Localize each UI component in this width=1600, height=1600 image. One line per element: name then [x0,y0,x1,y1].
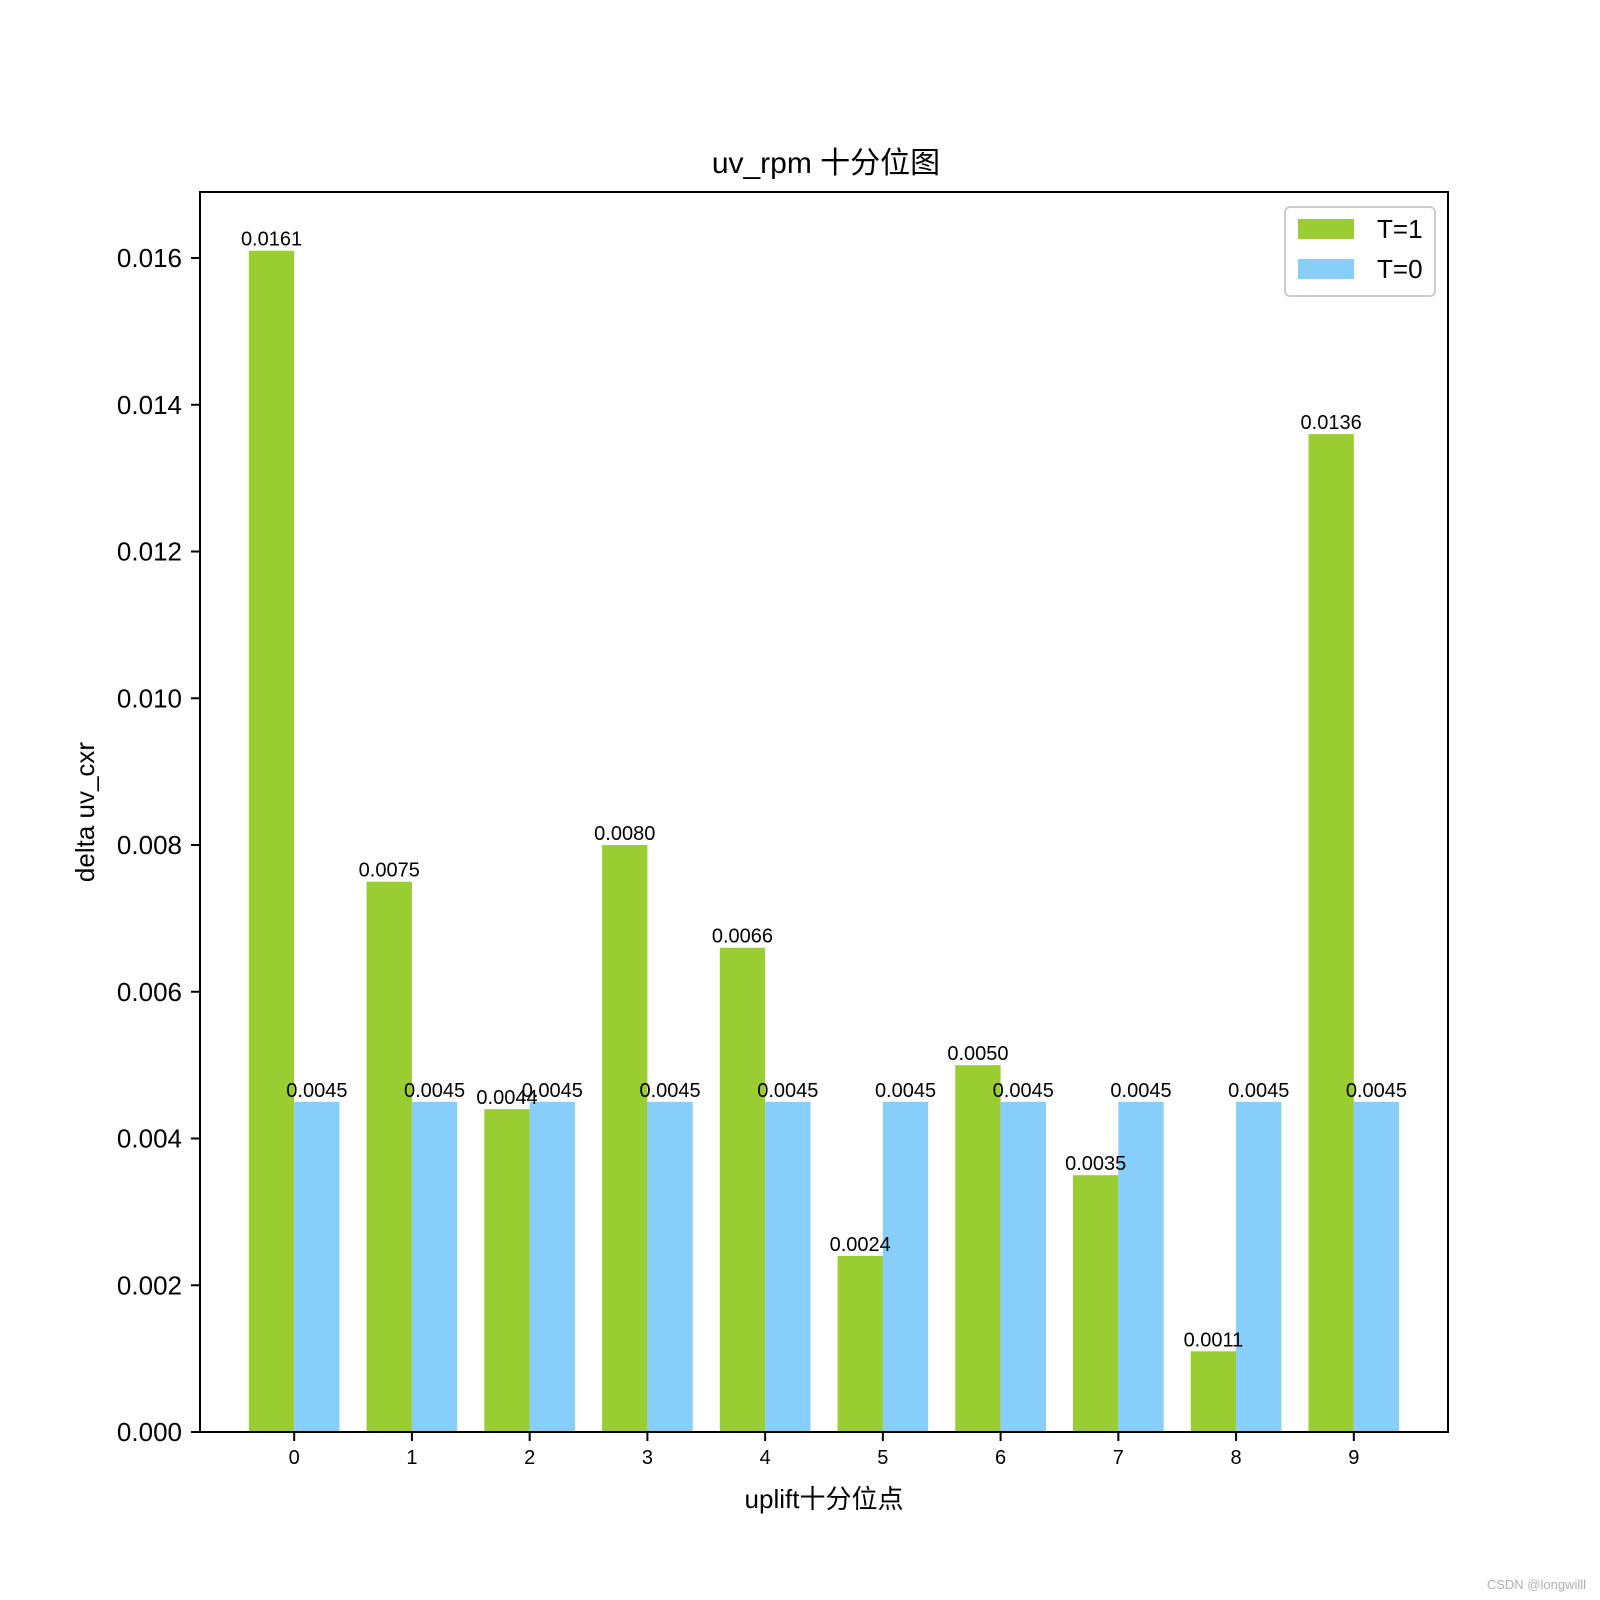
bar-label-t1-8: 0.0011 [1184,1329,1244,1351]
bar-label-t0-6: 0.0045 [993,1080,1054,1102]
y-axis: 0.000 0.002 0.004 0.006 0.008 0.010 0.012 0.014… [117,243,200,1447]
bar-label-t0-1: 0.0045 [404,1080,465,1102]
legend-label-t1: T=1 [1377,214,1423,244]
x-axis: 0 1 2 3 4 5 6 7 8 9 [289,1432,1359,1469]
x-tick-label: 2 [524,1447,535,1469]
bar-t0-7 [1118,1101,1164,1432]
bar-t0-2 [529,1101,575,1432]
x-tick-label: 9 [1348,1447,1359,1469]
bar-label-t1-3: 0.0080 [594,823,655,845]
x-tick-label: 8 [1231,1447,1242,1469]
bar-t1-0 [248,250,295,1432]
y-tick-label: 0.014 [117,390,182,420]
y-tick-label: 0.010 [117,683,182,713]
bar-t1-3 [602,845,648,1432]
x-tick-label: 3 [642,1447,653,1469]
bar-labels-layer: 0.0161 0.0075 0.0044 0.0080 0.0066 0.0024 0.00… [241,229,1407,1352]
x-tick-label: 7 [1113,1447,1124,1469]
bar-t0-1 [411,1101,458,1432]
bar-t0-9 [1353,1101,1400,1432]
bar-label-t0-0: 0.0045 [286,1080,347,1102]
legend-swatch-t1 [1298,219,1354,239]
legend-label-t0: T=0 [1377,254,1423,284]
bar-label-t1-4: 0.0066 [712,926,773,948]
bar-t1-5 [837,1255,883,1432]
bar-t0-3 [647,1101,693,1432]
plot-frame [199,191,1449,1433]
bar-t0-4 [765,1101,811,1432]
bar-label-t0-8: 0.0045 [1228,1080,1289,1102]
x-axis-label: uplift十分位点 [745,1484,904,1514]
bar-t1-1 [366,881,412,1432]
y-tick-label: 0.008 [117,830,182,860]
bar-label-t0-2: 0.0045 [522,1080,583,1102]
bars-layer [248,250,1400,1432]
y-tick-label: 0.006 [117,977,182,1007]
bar-label-t1-7: 0.0035 [1065,1153,1126,1175]
bar-label-t0-7: 0.0045 [1110,1080,1171,1102]
bar-label-t1-1: 0.0075 [359,860,420,882]
y-tick-label: 0.002 [117,1270,182,1300]
chart-title: uv_rpm 十分位图 [712,147,940,180]
bar-label-t1-0: 0.0161 [241,229,302,251]
x-tick-label: 5 [877,1447,888,1469]
bar-label-t1-5: 0.0024 [830,1234,891,1256]
bar-t1-6 [955,1065,1001,1432]
bar-t0-0 [294,1101,340,1432]
bar-label-t0-9: 0.0045 [1346,1080,1407,1102]
bar-label-t0-5: 0.0045 [875,1080,936,1102]
bar-t0-5 [882,1101,929,1432]
bar-t1-4 [719,947,766,1432]
watermark: CSDN @longwilll [1486,1577,1586,1592]
bar-label-t1-9: 0.0136 [1301,412,1362,434]
legend-swatch-t0 [1298,259,1354,279]
legend: T=1 T=0 [1284,206,1436,297]
y-tick-label: 0.016 [117,243,182,273]
y-tick-label: 0.004 [117,1124,182,1154]
x-tick-label: 0 [289,1447,300,1469]
bar-t1-7 [1073,1175,1119,1432]
bar-t1-2 [484,1109,530,1432]
y-tick-label: 0.000 [117,1417,182,1447]
bar-label-t0-3: 0.0045 [639,1080,700,1102]
bar-label-t1-2: 0.0044 [476,1087,537,1109]
bar-label-t1-6: 0.0050 [947,1043,1008,1065]
bar-label-t0-4: 0.0045 [757,1080,818,1102]
x-tick-label: 4 [760,1447,771,1469]
x-tick-label: 6 [995,1447,1006,1469]
x-tick-label: 1 [406,1447,417,1469]
bar-t0-6 [1000,1101,1046,1432]
bar-t0-8 [1236,1101,1282,1432]
y-tick-label: 0.012 [117,537,182,567]
bar-t1-8 [1190,1351,1237,1432]
bar-t1-9 [1308,434,1354,1432]
y-axis-label: delta uv_cxr [70,742,100,883]
